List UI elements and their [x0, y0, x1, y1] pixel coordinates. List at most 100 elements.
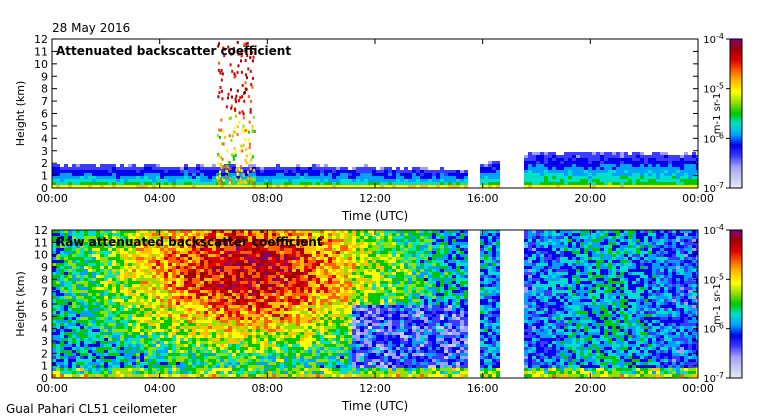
heatmap-cell	[68, 236, 72, 239]
heatmap-cell	[296, 314, 300, 317]
heatmap-cell	[608, 152, 612, 155]
heatmap-cell	[288, 173, 292, 176]
heatmap-cell	[208, 248, 212, 251]
heatmap-cell	[636, 179, 640, 182]
heatmap-cell	[72, 248, 76, 251]
heatmap-cell	[188, 176, 192, 179]
heatmap-cell	[696, 179, 698, 182]
heatmap-cell	[108, 179, 112, 182]
heatmap-cell	[92, 278, 96, 281]
heatmap-cell	[104, 311, 108, 314]
heatmap-cell	[80, 185, 84, 188]
heatmap-cell	[152, 251, 156, 254]
heatmap-cell	[200, 167, 204, 170]
colorbar-label: m-1 sr-1	[712, 93, 723, 135]
heatmap-cell	[156, 254, 160, 257]
heatmap-cell	[548, 161, 552, 164]
heatmap-cell	[180, 260, 184, 263]
heatmap-cell	[252, 347, 256, 350]
heatmap-cell	[284, 293, 288, 296]
heatmap-cell	[56, 290, 60, 293]
heatmap-cell	[244, 359, 248, 362]
heatmap-cell	[256, 266, 260, 269]
heatmap-cell	[100, 374, 104, 377]
heatmap-cell	[196, 308, 200, 311]
heatmap-cell	[232, 230, 236, 233]
heatmap-cell	[100, 182, 104, 185]
heatmap-cell	[92, 350, 96, 353]
heatmap-cell	[212, 293, 216, 296]
heatmap-cell	[116, 272, 120, 275]
heatmap-cell	[564, 182, 568, 185]
heatmap-cell	[188, 269, 192, 272]
heatmap-cell	[624, 170, 628, 173]
heatmap-cell	[76, 347, 80, 350]
heatmap-cell	[584, 155, 588, 158]
heatmap-cell	[492, 170, 496, 173]
heatmap-cell	[308, 263, 312, 266]
heatmap-cell	[56, 278, 60, 281]
heatmap-cell	[244, 305, 248, 308]
heatmap-cell	[226, 149, 229, 153]
heatmap-cell	[124, 281, 128, 284]
heatmap-cell	[284, 173, 288, 176]
heatmap-cell	[576, 185, 580, 188]
heatmap-cell	[216, 272, 220, 275]
heatmap-cell	[240, 356, 244, 359]
heatmap-cell	[108, 371, 112, 374]
heatmap-cell	[664, 170, 668, 173]
heatmap-cell	[172, 290, 176, 293]
heatmap-cell	[236, 332, 240, 335]
heatmap-cell	[236, 320, 240, 323]
heatmap-cell	[224, 263, 228, 266]
heatmap-cell	[564, 164, 568, 167]
heatmap-cell	[76, 332, 80, 335]
heatmap-cell	[68, 290, 72, 293]
heatmap-cell	[612, 155, 616, 158]
heatmap-cell	[564, 152, 568, 155]
heatmap-cell	[320, 281, 324, 284]
heatmap-cell	[260, 251, 264, 254]
heatmap-cell	[227, 172, 230, 176]
heatmap-cell	[132, 362, 136, 365]
heatmap-cell	[552, 182, 556, 185]
heatmap-cell	[230, 95, 233, 99]
heatmap-cell	[256, 230, 260, 233]
heatmap-cell	[128, 164, 132, 167]
heatmap-cell	[296, 338, 300, 341]
heatmap-cell	[220, 254, 224, 257]
heatmap-cell	[248, 233, 252, 236]
heatmap-cell	[60, 278, 64, 281]
heatmap-cell	[144, 341, 148, 344]
heatmap-cell	[124, 290, 128, 293]
heatmap-cell	[324, 173, 328, 176]
heatmap-cell	[152, 236, 156, 239]
heatmap-cell	[64, 356, 68, 359]
heatmap-cell	[208, 173, 212, 176]
heatmap-cell	[408, 179, 412, 182]
heatmap-cell	[132, 182, 136, 185]
heatmap-cell	[136, 248, 140, 251]
heatmap-cell	[140, 359, 144, 362]
heatmap-cell	[164, 311, 168, 314]
heatmap-cell	[64, 353, 68, 356]
heatmap-cell	[224, 179, 228, 182]
heatmap-cell	[696, 182, 698, 185]
heatmap-cell	[140, 179, 144, 182]
heatmap-cell	[236, 179, 240, 182]
heatmap-cell	[240, 368, 244, 371]
heatmap-cell	[148, 305, 152, 308]
heatmap-cell	[72, 230, 76, 233]
heatmap-cell	[260, 311, 264, 314]
heatmap-cell	[280, 287, 284, 290]
heatmap-cell	[72, 356, 76, 359]
heatmap-cell	[239, 165, 242, 169]
heatmap-cell	[168, 263, 172, 266]
heatmap-cell	[316, 335, 320, 338]
heatmap-cell	[292, 305, 296, 308]
heatmap-cell	[252, 230, 256, 233]
heatmap-cell	[244, 158, 247, 162]
heatmap-cell	[144, 347, 148, 350]
heatmap-cell	[196, 323, 200, 326]
heatmap-cell	[160, 314, 164, 317]
